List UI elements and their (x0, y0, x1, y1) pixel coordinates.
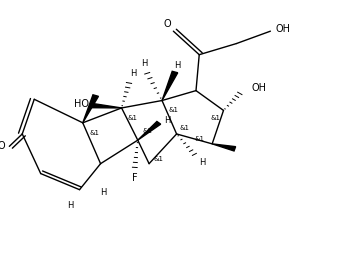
Text: &1: &1 (210, 115, 220, 121)
Text: H: H (67, 201, 73, 210)
Text: HO: HO (74, 99, 89, 109)
Text: &1: &1 (89, 130, 99, 136)
Text: &1: &1 (168, 107, 178, 114)
Text: F: F (132, 173, 137, 183)
Text: OH: OH (276, 24, 291, 34)
Text: &1: &1 (128, 115, 138, 121)
Polygon shape (212, 144, 236, 151)
Text: O: O (0, 141, 5, 151)
Text: &1: &1 (154, 156, 164, 162)
Text: &1: &1 (180, 125, 190, 131)
Text: OH: OH (252, 83, 267, 93)
Polygon shape (91, 103, 122, 108)
Text: &1: &1 (143, 128, 152, 134)
Polygon shape (162, 71, 178, 101)
Text: H: H (174, 61, 181, 70)
Text: H: H (130, 69, 136, 78)
Polygon shape (138, 122, 161, 140)
Text: H: H (141, 59, 147, 68)
Text: O: O (163, 19, 171, 29)
Polygon shape (83, 95, 98, 123)
Text: H: H (164, 116, 170, 125)
Text: &1: &1 (194, 136, 204, 142)
Text: H: H (100, 188, 106, 197)
Text: H: H (199, 158, 206, 167)
